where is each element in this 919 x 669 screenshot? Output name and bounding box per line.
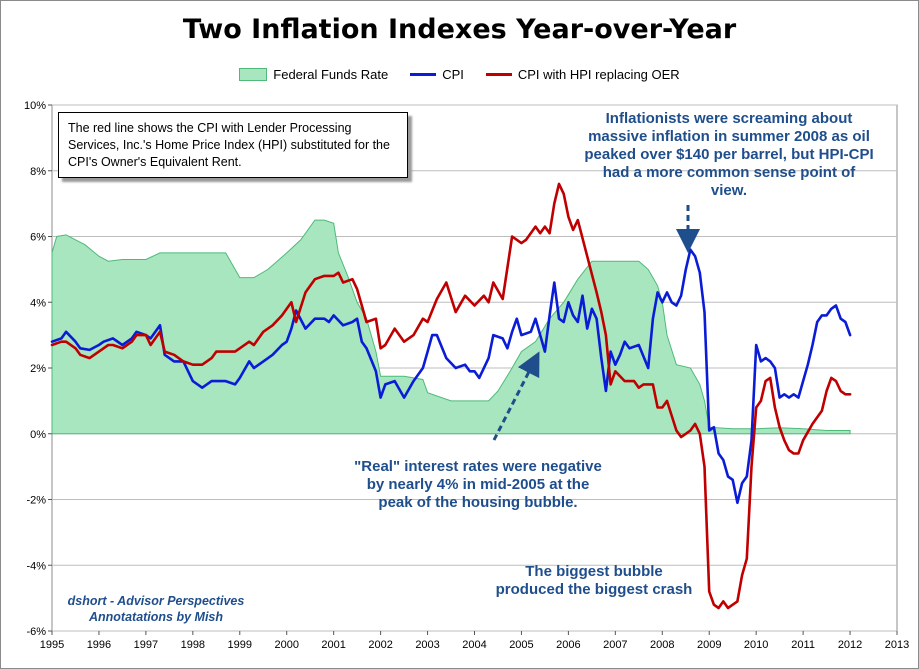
y-tick-label: -6% [26, 626, 46, 638]
annotation-inflationists: Inflationists were screaming about massi… [584, 110, 874, 199]
x-tick-label: 2004 [462, 639, 486, 651]
legend-label-fed-funds: Federal Funds Rate [273, 67, 389, 82]
x-tick-label: 2012 [838, 639, 862, 651]
x-tick-label: 1999 [228, 639, 252, 651]
x-tick-label: 2013 [885, 639, 909, 651]
series-cpi-line [50, 248, 852, 505]
x-tick-label: 2005 [509, 639, 533, 651]
legend-label-cpi-hpi: CPI with HPI replacing OER [517, 67, 680, 82]
fed-funds-area [51, 219, 851, 435]
annotation-arrows [492, 205, 700, 441]
annotation-real-rates: "Real" interest rates were negative by n… [354, 458, 602, 511]
legend: Federal Funds Rate CPI CPI with HPI repl… [0, 67, 919, 82]
x-tick-label: 1997 [134, 639, 158, 651]
chart-title: Two Inflation Indexes Year-over-Year [182, 14, 737, 45]
info-box: The red line shows the CPI with Lender P… [58, 112, 408, 178]
x-tick-label: 1996 [87, 639, 111, 651]
y-tick-label: -4% [26, 560, 46, 572]
legend-item-fed-funds: Federal Funds Rate [239, 67, 388, 82]
credit-line-1: dshort - Advisor Perspectives [67, 594, 245, 608]
y-tick-label: 6% [30, 232, 46, 244]
legend-item-cpi-hpi: CPI with HPI replacing OER [485, 67, 680, 82]
y-tick-label: 8% [30, 166, 46, 178]
credit-line-2: Annotatations by Mish [88, 610, 224, 624]
x-tick-label: 2002 [368, 639, 392, 651]
legend-label-cpi: CPI [442, 67, 464, 82]
y-tick-label: -2% [26, 495, 46, 507]
y-tick-label: 0% [30, 429, 46, 441]
series-cpi-hpi-line [50, 182, 852, 610]
y-tick-label: 10% [24, 100, 46, 112]
x-tick-label: 2011 [791, 639, 815, 651]
y-tick-label: 4% [30, 297, 46, 309]
y-tick-label: 2% [30, 363, 46, 375]
x-tick-label: 2006 [556, 639, 580, 651]
x-tick-label: 2009 [697, 639, 721, 651]
annotation-bubble: The biggest bubble produced the biggest … [495, 563, 693, 598]
legend-item-cpi: CPI [410, 67, 464, 82]
series-lines [50, 182, 852, 610]
x-tick-label: 2007 [603, 639, 627, 651]
legend-swatch-cpi [410, 73, 437, 76]
x-tick-label: 2003 [415, 639, 439, 651]
axes: -6% -4% -2% 0% 2% 4% 6% 8% 10% 1995 1996 1997 1998 19… [24, 100, 909, 651]
x-tick-label: 1998 [181, 639, 205, 651]
series-fed-funds-area [51, 219, 851, 435]
legend-swatch-fed-funds [239, 68, 268, 81]
x-tick-label: 2001 [321, 639, 345, 651]
x-tick-label: 2008 [650, 639, 674, 651]
legend-swatch-cpi-hpi [485, 73, 512, 76]
x-tick-label: 2010 [744, 639, 768, 651]
credit: dshort - Advisor Perspectives Annotatati… [56, 593, 256, 625]
arrow-to-2005-gap [492, 351, 540, 441]
x-tick-label: 1995 [40, 639, 64, 651]
x-tick-label: 2000 [274, 639, 298, 651]
